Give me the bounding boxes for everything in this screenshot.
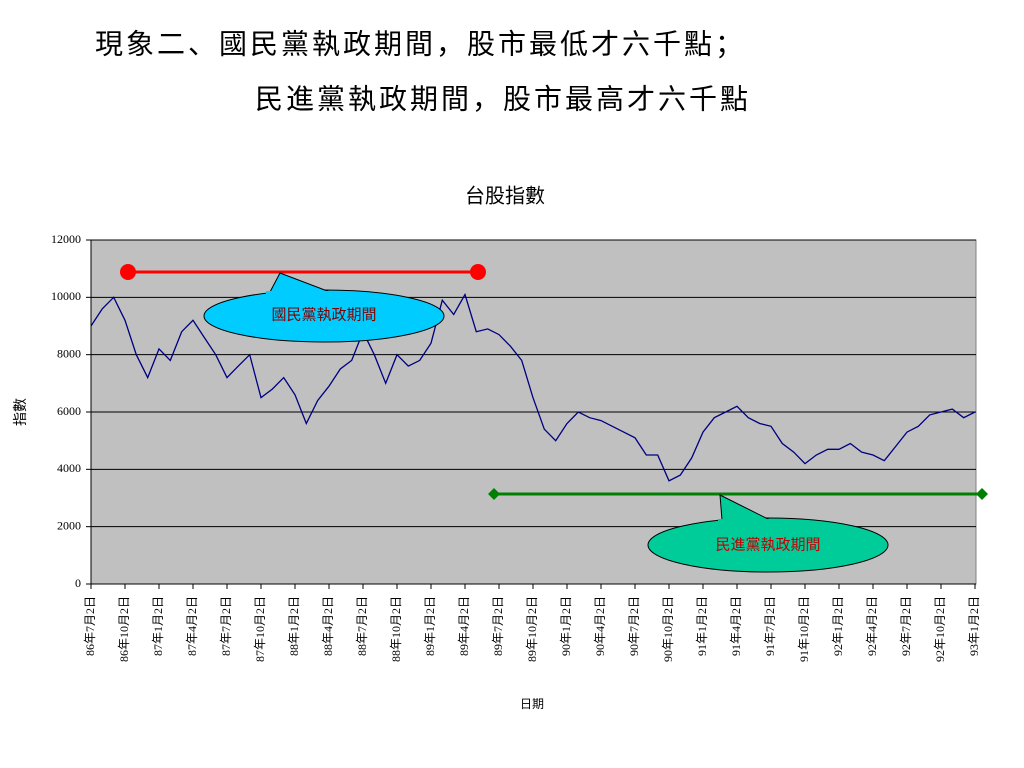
y-tick-label: 2000	[57, 518, 81, 532]
x-tick-label: 92年7月2日	[899, 596, 913, 656]
annotation-dpp: 民進黨執政期間	[488, 488, 988, 573]
y-tick-label: 10000	[51, 289, 81, 303]
x-tick-label: 88年7月2日	[355, 596, 369, 656]
y-tick-label: 0	[75, 576, 81, 590]
x-axis-label: 日期	[520, 697, 544, 711]
callout-text: 國民黨執政期間	[271, 306, 376, 323]
callout-join	[266, 291, 336, 295]
plot: 0 2000 4000 6000 8000 10000 12000 86年7月2日 86年10月…	[51, 232, 981, 662]
y-tick-label: 12000	[51, 232, 81, 246]
callout-join	[718, 519, 774, 523]
callout-pointer	[269, 272, 331, 293]
x-tick-label: 92年4月2日	[865, 596, 879, 656]
dpp-marker	[488, 488, 500, 500]
x-tick-label: 87年1月2日	[151, 596, 165, 656]
x-tick-label: 92年1月2日	[831, 596, 845, 656]
dpp-marker	[976, 488, 988, 500]
x-tick-label: 89年7月2日	[491, 596, 505, 656]
x-tick-label: 88年1月2日	[287, 596, 301, 656]
x-tick-label: 91年10月2日	[797, 596, 811, 662]
x-tick-label: 93年1月2日	[967, 596, 981, 656]
y-axis-label: 指數	[13, 398, 29, 426]
x-tick-label: 90年10月2日	[661, 596, 675, 662]
x-tick-label: 92年10月2日	[933, 596, 947, 662]
kmt-dot	[120, 264, 136, 280]
callout-text: 民進黨執政期間	[715, 536, 820, 553]
x-tick-label: 90年1月2日	[559, 596, 573, 656]
y-tick-label: 6000	[57, 404, 81, 418]
x-tick-label: 89年10月2日	[525, 596, 539, 662]
x-tick-label: 87年4月2日	[185, 596, 199, 656]
title-line-1: 現象二、國民黨執政期間，股市最低才六千點；	[95, 28, 746, 61]
callout-pointer	[719, 494, 771, 521]
x-tick-label: 86年10月2日	[117, 596, 131, 662]
y-tick-label: 4000	[57, 461, 81, 475]
annotation-kmt: 國民黨執政期間	[120, 264, 486, 343]
y-tick-label: 8000	[57, 346, 81, 360]
x-tick-label: 87年7月2日	[219, 596, 233, 656]
x-tick-label: 88年10月2日	[389, 596, 403, 662]
x-tick-label: 90年7月2日	[627, 596, 641, 656]
x-tick-label: 89年4月2日	[457, 596, 471, 656]
x-tick-label: 89年1月2日	[423, 596, 437, 656]
index-line	[90, 292, 976, 482]
x-tick-label: 91年1月2日	[695, 596, 709, 656]
kmt-dot	[470, 264, 486, 280]
title-line-2: 民進黨執政期間，股市最高才六千點	[255, 83, 751, 116]
x-tick-label: 91年4月2日	[729, 596, 743, 656]
x-tick-label: 90年4月2日	[593, 596, 607, 656]
x-tick-label: 86年7月2日	[83, 596, 97, 656]
callout	[647, 517, 889, 573]
x-tick-label: 88年4月2日	[321, 596, 335, 656]
x-tick-label: 87年10月2日	[253, 596, 267, 662]
chart-title: 台股指數	[465, 184, 545, 208]
x-tick-label: 91年7月2日	[763, 596, 777, 656]
